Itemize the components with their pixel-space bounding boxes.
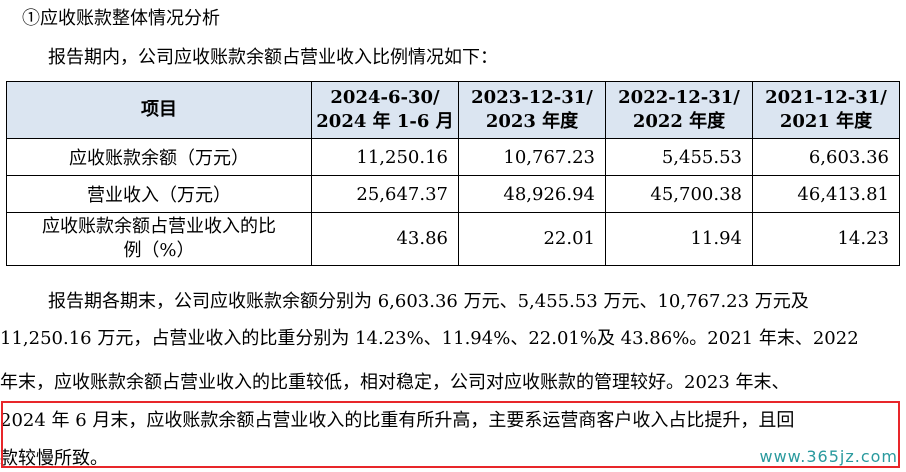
table-row: 应收账款余额占营业收入的比 例（%） 43.86 22.01 11.94 14.2… — [6, 212, 900, 266]
table-row: 营业收入（万元） 25,647.37 48,926.94 45,700.38 4… — [6, 175, 900, 213]
table-cell: 6,603.36 — [752, 138, 900, 176]
header-2023: 2023-12-31/2023 年度 — [458, 81, 606, 139]
paragraph-line: 报告期各期末，公司应收账款余额分别为 6,603.36 万元、5,455.53 … — [48, 291, 809, 312]
table-cell: 14.23 — [752, 212, 900, 266]
header-item: 项目 — [6, 81, 312, 139]
table-header-row: 项目 2024-6-30/2024 年 1-6 月 2023-12-31/202… — [6, 81, 900, 139]
paragraph-line: 2024 年 6 月末，应收账款余额占营业收入的比重有所升高，主要系运营商客户收… — [0, 410, 795, 431]
table-row: 应收账款余额（万元） 11,250.16 10,767.23 5,455.53 … — [6, 138, 900, 176]
paragraph-line: 款较慢所致。 — [0, 448, 108, 469]
table-cell: 48,926.94 — [458, 175, 606, 213]
table-cell: 10,767.23 — [458, 138, 606, 176]
header-2024h1: 2024-6-30/2024 年 1-6 月 — [311, 81, 459, 139]
table-cell: 25,647.37 — [311, 175, 459, 213]
watermark: www.365jz.com — [759, 447, 898, 466]
table-cell: 43.86 — [311, 212, 459, 266]
table-cell: 11.94 — [605, 212, 753, 266]
section-heading: ①应收账款整体情况分析 — [22, 8, 220, 29]
header-2021: 2021-12-31/2021 年度 — [752, 81, 900, 139]
table-cell: 22.01 — [458, 212, 606, 266]
paragraph-line: 11,250.16 万元，占营业收入的比重分别为 14.23%、11.94%、2… — [0, 328, 859, 349]
highlight-box — [1, 401, 900, 468]
paragraph-line: 年末，应收账款余额占营业收入的比重较低，相对稳定，公司对应收账款的管理较好。20… — [0, 372, 790, 393]
table-cell: 46,413.81 — [752, 175, 900, 213]
row-label: 营业收入（万元） — [6, 175, 312, 213]
table-cell: 45,700.38 — [605, 175, 753, 213]
header-2022: 2022-12-31/2022 年度 — [605, 81, 753, 139]
table-cell: 11,250.16 — [311, 138, 459, 176]
row-label: 应收账款余额（万元） — [6, 138, 312, 176]
row-label: 应收账款余额占营业收入的比 例（%） — [6, 212, 312, 266]
receivables-table: 项目 2024-6-30/2024 年 1-6 月 2023-12-31/202… — [6, 81, 900, 266]
intro-text: 报告期内，公司应收账款余额占营业收入比例情况如下： — [48, 47, 498, 68]
table-cell: 5,455.53 — [605, 138, 753, 176]
